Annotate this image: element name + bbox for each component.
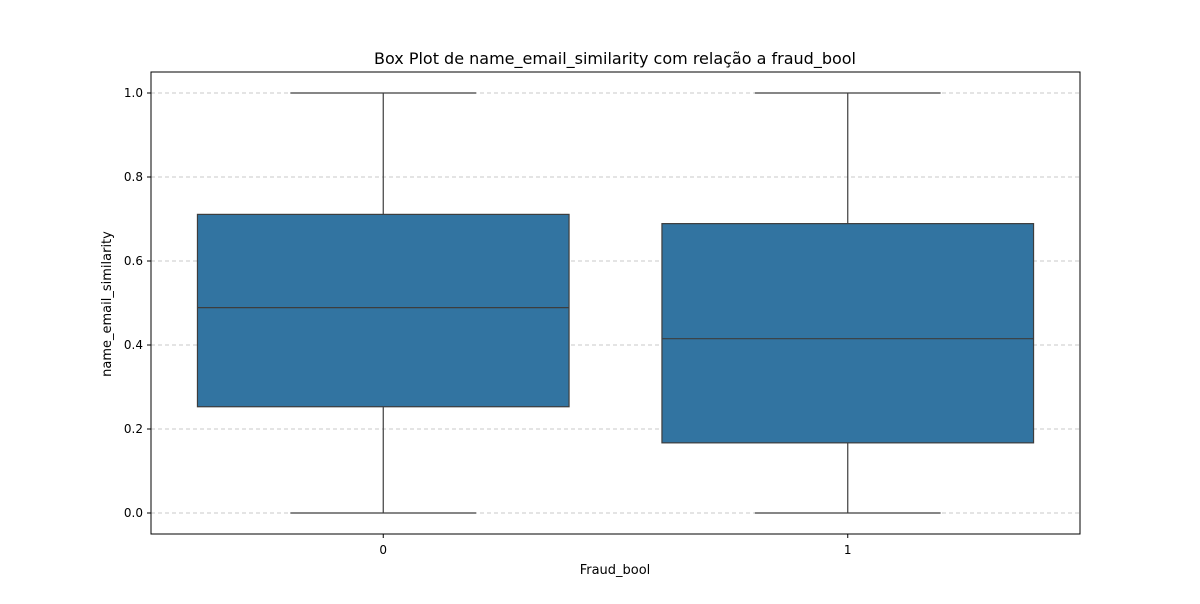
chart-title: Box Plot de name_email_similarity com re…	[374, 49, 856, 69]
y-tick-label: 0.0	[124, 506, 143, 520]
iqr-box	[661, 223, 1035, 444]
iqr-box	[196, 213, 570, 408]
y-tick-label: 1.0	[124, 86, 143, 100]
y-axis-ticks: 0.0 0.2 0.4 0.6 0.8 1.0	[124, 86, 151, 520]
y-tick-label: 0.2	[124, 422, 143, 436]
box-group-0	[196, 92, 570, 514]
boxes	[196, 92, 1035, 514]
y-tick-label: 0.6	[124, 254, 143, 268]
y-tick-label: 0.8	[124, 170, 143, 184]
y-tick-label: 0.4	[124, 338, 143, 352]
x-axis-label: Fraud_bool	[580, 563, 651, 578]
plot-frame	[150, 71, 1081, 535]
box-group-1	[661, 92, 1035, 514]
y-axis-label: name_email_similarity	[100, 231, 115, 377]
x-tick-label: 1	[844, 543, 852, 557]
x-tick-label: 0	[379, 543, 387, 557]
